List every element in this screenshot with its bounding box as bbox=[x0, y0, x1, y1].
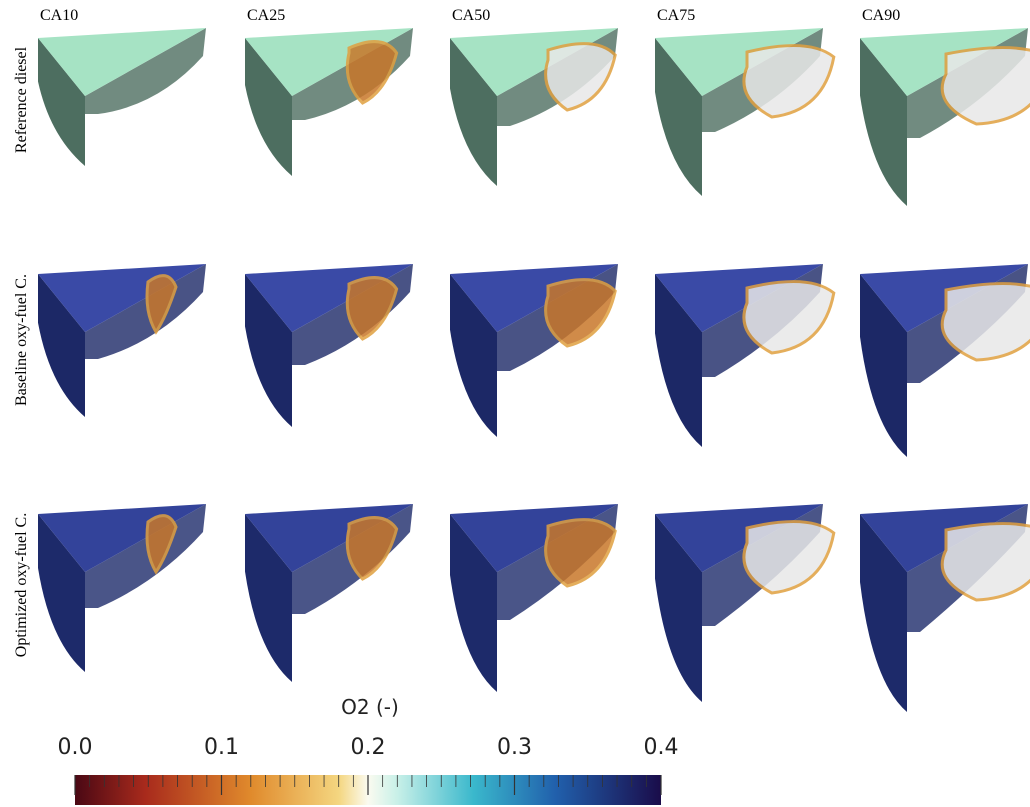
cell bbox=[38, 28, 206, 166]
cell bbox=[245, 504, 413, 682]
tick-label: 0.4 bbox=[644, 735, 679, 760]
cell bbox=[450, 504, 618, 692]
cell bbox=[450, 264, 618, 437]
column-label: CA25 bbox=[247, 7, 285, 24]
gas-region bbox=[744, 46, 834, 117]
renderings bbox=[38, 28, 1030, 712]
tick-label: 0.3 bbox=[497, 735, 532, 760]
cell bbox=[38, 264, 206, 417]
column-label: CA90 bbox=[862, 7, 900, 24]
column-label: CA50 bbox=[452, 7, 490, 24]
row-label: Baseline oxy-fuel C. bbox=[13, 274, 30, 406]
gas-region bbox=[347, 42, 396, 103]
colorbar-title: O2 (-) bbox=[341, 695, 399, 719]
gas-region bbox=[744, 282, 834, 353]
gas-region bbox=[942, 48, 1030, 124]
row-label: Optimized oxy-fuel C. bbox=[13, 513, 30, 657]
figure: O2 (-) 0.0 0.1 0.2 0.3 0.4 CA10 CA25 CA50 CA75 C… bbox=[0, 0, 1030, 807]
column-label: CA10 bbox=[40, 7, 78, 24]
tick-label: 0.2 bbox=[351, 735, 386, 760]
cell bbox=[860, 28, 1030, 206]
row-label: Reference diesel bbox=[13, 46, 30, 153]
tick-label: 0.1 bbox=[204, 735, 239, 760]
gas-region bbox=[546, 280, 616, 346]
cell bbox=[860, 264, 1030, 457]
gas-region bbox=[942, 524, 1030, 600]
tick-label: 0.0 bbox=[58, 735, 93, 760]
gas-region bbox=[347, 518, 396, 579]
cell bbox=[245, 264, 413, 427]
gas-region bbox=[744, 522, 834, 593]
gas-region bbox=[347, 278, 396, 339]
cell bbox=[450, 28, 618, 186]
cell bbox=[655, 28, 834, 196]
cell bbox=[860, 504, 1030, 712]
cell bbox=[655, 264, 834, 447]
column-label: CA75 bbox=[657, 7, 695, 24]
gas-region bbox=[942, 284, 1030, 360]
gas-region bbox=[546, 44, 616, 110]
cell bbox=[38, 504, 206, 672]
cell bbox=[655, 504, 834, 702]
gas-region bbox=[546, 520, 616, 586]
cell bbox=[245, 28, 413, 176]
